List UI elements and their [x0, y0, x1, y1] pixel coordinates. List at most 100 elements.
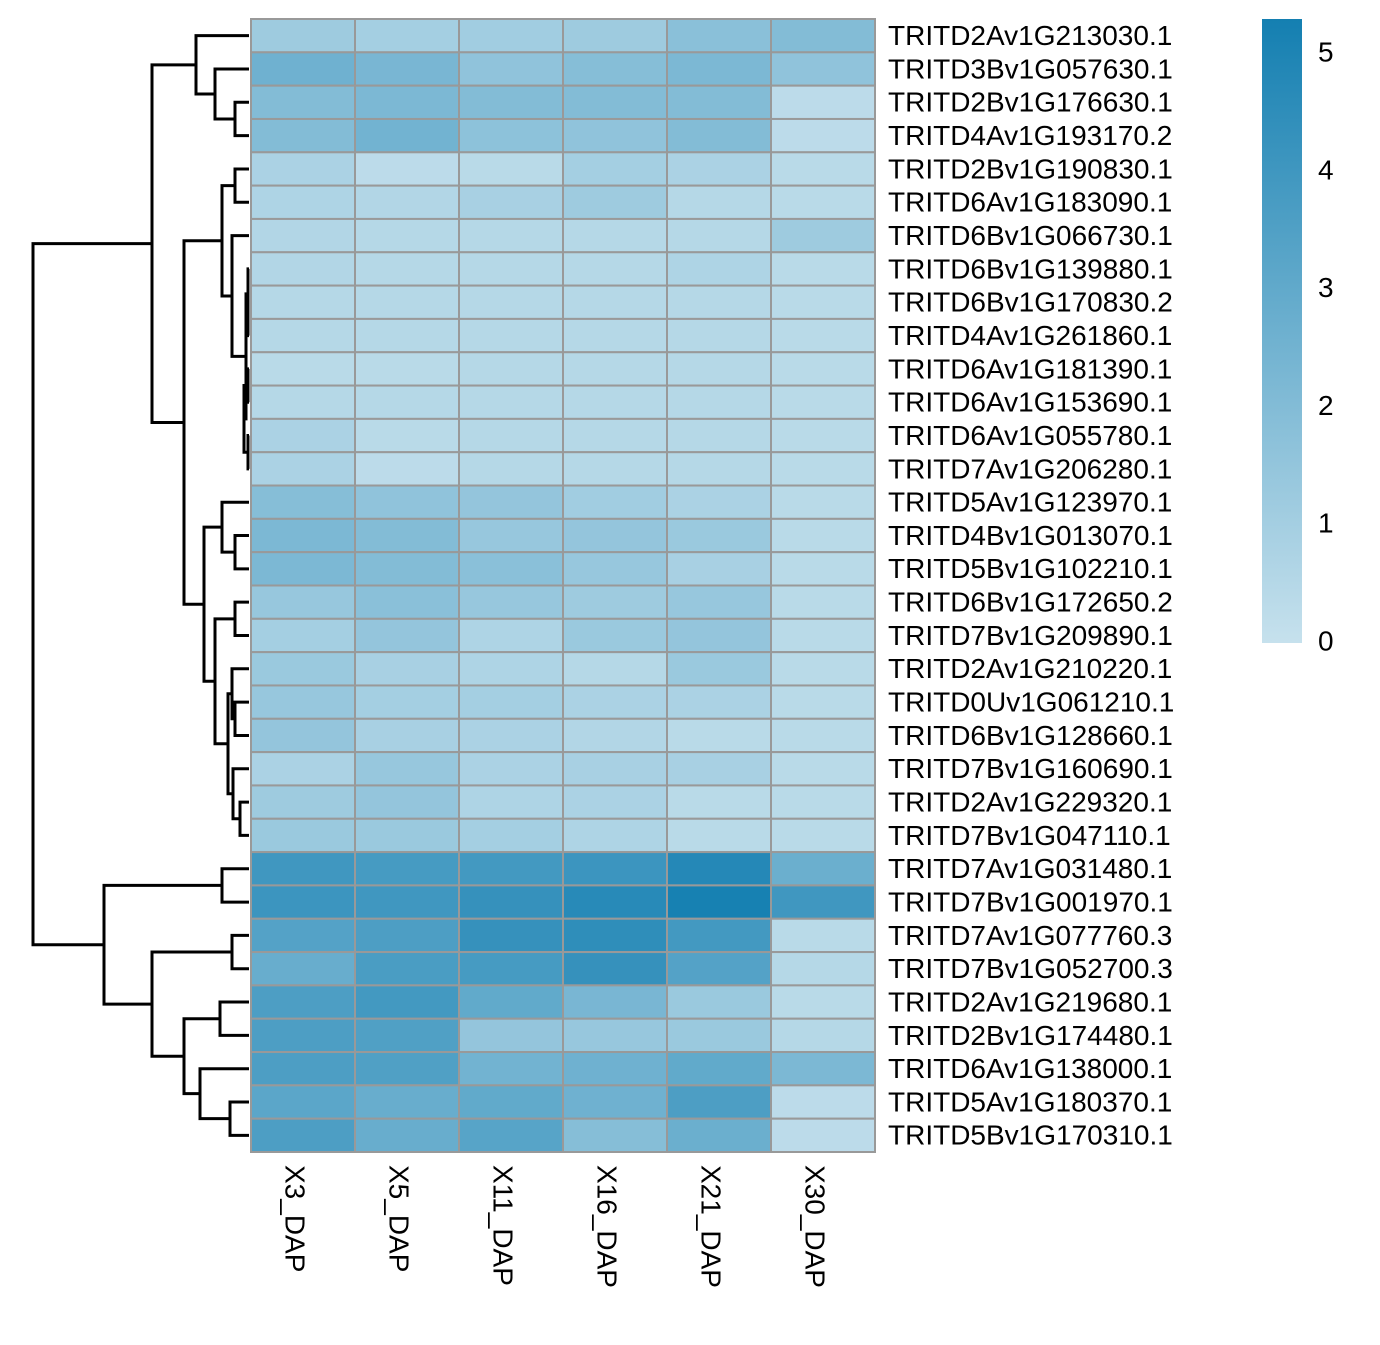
cell: [666, 1117, 772, 1154]
cell: [770, 651, 876, 687]
row-label: TRITD7Av1G077760.3: [888, 920, 1172, 951]
cell: [562, 217, 668, 254]
cell: [354, 517, 460, 554]
cell: [458, 851, 564, 887]
cell: [250, 18, 356, 54]
row-label: TRITD2Bv1G174480.1: [888, 1020, 1173, 1051]
cell: [666, 351, 772, 387]
cell: [562, 917, 668, 954]
cell: [770, 317, 876, 354]
cell: [770, 151, 876, 187]
cell: [562, 84, 668, 120]
cell: [770, 517, 876, 554]
cell: [354, 351, 460, 387]
cell: [354, 817, 460, 854]
cell: [770, 117, 876, 154]
cell: [770, 1051, 876, 1087]
cell: [562, 651, 668, 687]
cell: [770, 984, 876, 1020]
cell: [770, 617, 876, 654]
row-label: TRITD5Av1G180370.1: [888, 1086, 1172, 1117]
cell: [562, 517, 668, 554]
cell: [458, 584, 564, 620]
cell: [354, 684, 460, 720]
colorbar-tick-label: 3: [1318, 272, 1334, 303]
row-label: TRITD5Av1G123970.1: [888, 487, 1172, 518]
cell: [354, 1017, 460, 1054]
heatmap-cells: [250, 18, 876, 1154]
cell: [562, 584, 668, 620]
cell: [458, 117, 564, 154]
cell: [354, 984, 460, 1020]
cell: [770, 384, 876, 420]
cell: [770, 417, 876, 454]
cell: [250, 117, 356, 154]
row-label: TRITD2Bv1G176630.1: [888, 87, 1173, 118]
cell: [770, 784, 876, 820]
cell: [250, 1117, 356, 1154]
cell: [562, 384, 668, 420]
row-label: TRITD6Av1G183090.1: [888, 187, 1172, 218]
column-label: X3_DAP: [280, 1165, 311, 1272]
cell: [770, 284, 876, 320]
cell: [562, 251, 668, 287]
cell: [354, 551, 460, 587]
cell: [666, 651, 772, 687]
cell: [354, 217, 460, 254]
cell: [250, 384, 356, 420]
cell: [562, 684, 668, 720]
cell: [354, 151, 460, 187]
colorbar-tick-label: 0: [1318, 625, 1334, 656]
cell: [354, 1051, 460, 1087]
cell: [770, 1084, 876, 1120]
row-label: TRITD4Av1G193170.2: [888, 120, 1172, 151]
cell: [354, 651, 460, 687]
cell: [666, 817, 772, 854]
cell: [458, 18, 564, 54]
cell: [666, 517, 772, 554]
cell: [250, 51, 356, 87]
cell: [562, 1017, 668, 1054]
cell: [458, 651, 564, 687]
cell: [770, 717, 876, 754]
cell: [354, 117, 460, 154]
cell: [250, 984, 356, 1020]
cell: [354, 884, 460, 920]
row-label: TRITD7Bv1G209890.1: [888, 620, 1173, 651]
cell: [458, 284, 564, 320]
row-label: TRITD2Bv1G190830.1: [888, 153, 1173, 184]
cell: [666, 217, 772, 254]
cell: [562, 484, 668, 520]
cell: [354, 917, 460, 954]
cell: [354, 617, 460, 654]
cell: [354, 417, 460, 454]
row-label: TRITD6Av1G153690.1: [888, 387, 1172, 418]
row-label: TRITD6Bv1G066730.1: [888, 220, 1173, 251]
cell: [666, 551, 772, 587]
cell: [250, 351, 356, 387]
cell: [354, 584, 460, 620]
cell: [666, 284, 772, 320]
cell: [562, 551, 668, 587]
cell: [666, 751, 772, 787]
cell: [770, 951, 876, 987]
cell: [458, 351, 564, 387]
cell: [562, 151, 668, 187]
cell: [458, 217, 564, 254]
cell: [666, 884, 772, 920]
dendrogram-branches: [31, 34, 250, 1137]
cell: [250, 684, 356, 720]
cell: [562, 18, 668, 54]
cell: [458, 1051, 564, 1087]
cell: [562, 1117, 668, 1154]
cell: [770, 817, 876, 854]
cell: [562, 751, 668, 787]
row-label: TRITD6Bv1G139880.1: [888, 253, 1173, 284]
cell: [770, 484, 876, 520]
cell: [250, 151, 356, 187]
cell: [666, 951, 772, 987]
cell: [770, 51, 876, 87]
row-label: TRITD6Av1G055780.1: [888, 420, 1172, 451]
cell: [770, 1017, 876, 1054]
